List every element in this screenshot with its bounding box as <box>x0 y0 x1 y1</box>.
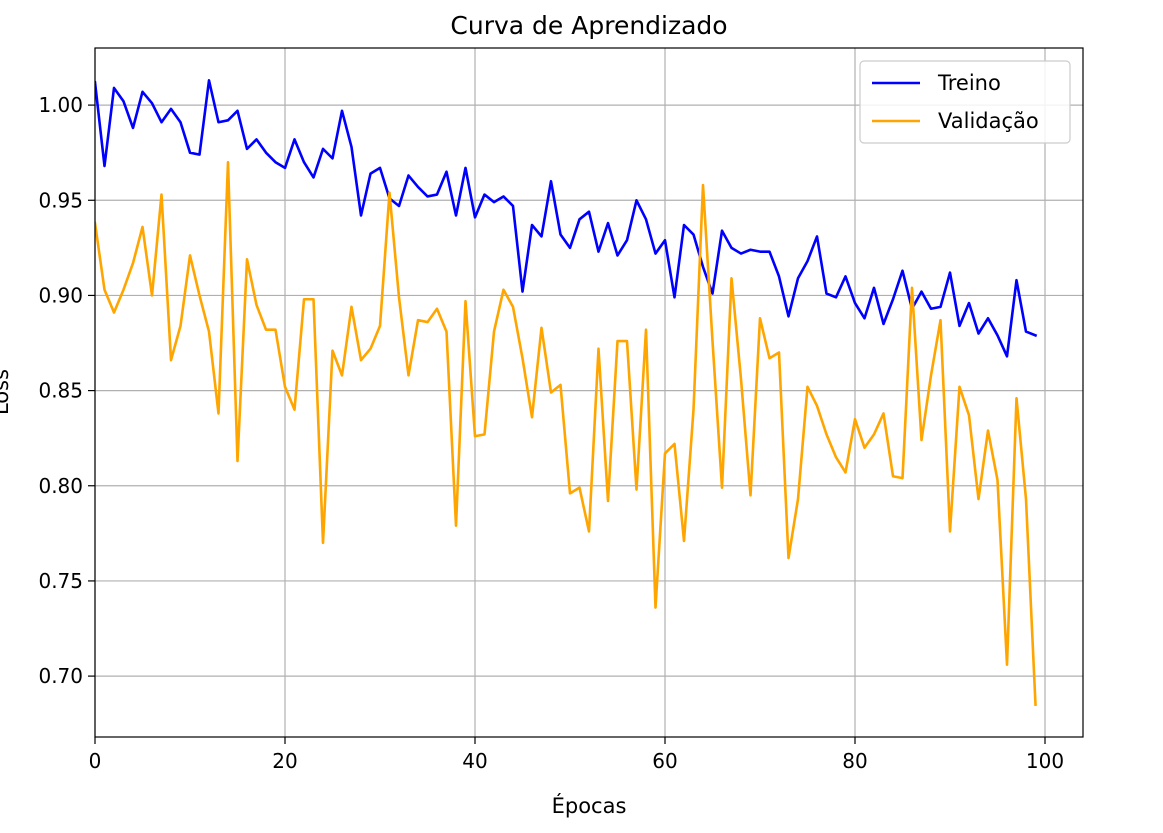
series-line-validacao <box>95 160 1037 706</box>
legend: Treino Validação <box>859 60 1071 144</box>
y-axis-ticks: 0.70 0.75 0.80 0.85 0.90 0.95 1.00 <box>38 93 95 688</box>
x-axis-ticks: 0 20 40 60 80 100 <box>89 737 1064 773</box>
plot-frame <box>94 47 1084 738</box>
x-tick-label: 80 <box>842 749 867 773</box>
y-tick-label: 0.75 <box>38 569 83 593</box>
legend-label-treino: Treino <box>937 71 1001 95</box>
x-tick-label: 20 <box>272 749 297 773</box>
y-axis-title: Loss <box>0 369 13 415</box>
y-tick-label: 0.95 <box>38 188 83 212</box>
x-axis-title: Épocas <box>552 793 627 818</box>
legend-box <box>859 60 1071 144</box>
y-tick-label: 0.90 <box>38 283 83 307</box>
chart-title: Curva de Aprendizado <box>450 11 727 40</box>
y-tick-label: 0.85 <box>38 379 83 403</box>
series-lines <box>95 79 1038 706</box>
x-tick-label: 100 <box>1026 749 1064 773</box>
y-tick-label: 0.80 <box>38 474 83 498</box>
y-tick-label: 1.00 <box>38 93 83 117</box>
series-line-treino <box>95 79 1038 358</box>
x-tick-label: 40 <box>462 749 487 773</box>
legend-label-validacao: Validação <box>938 109 1039 133</box>
x-tick-label: 0 <box>89 749 102 773</box>
x-tick-label: 60 <box>652 749 677 773</box>
y-tick-label: 0.70 <box>38 664 83 688</box>
